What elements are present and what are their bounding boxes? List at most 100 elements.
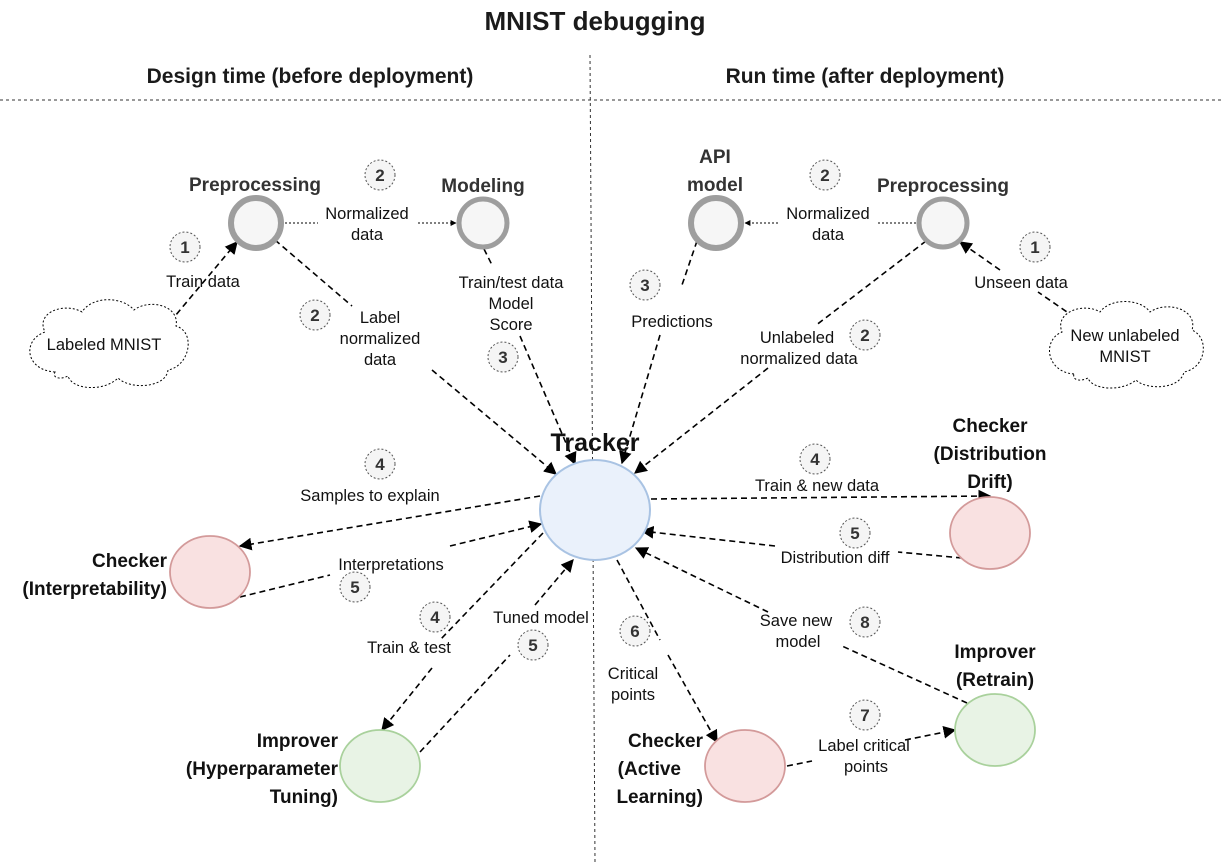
tracker-node — [539, 459, 651, 561]
step-badge: 4 — [799, 443, 831, 475]
edge-unseen-a — [1037, 291, 1084, 324]
checker-interpretability-label-line1: Checker — [92, 551, 168, 572]
step-badge: 1 — [1019, 231, 1051, 263]
save-new-model-line2: model — [776, 633, 821, 651]
unlabeled-normalized-line1: Unlabeled — [760, 329, 834, 347]
api-model-label-line1: API — [699, 147, 731, 168]
step-badge-text: 5 — [528, 636, 537, 655]
edge-unseen-b — [958, 241, 1001, 271]
step-badge: 3 — [487, 341, 519, 373]
step-badge-text: 7 — [860, 706, 869, 725]
checker-interpretability-node — [169, 535, 251, 609]
edge-distribution-diff-a — [897, 551, 963, 559]
cloud-labeled-mnist — [29, 299, 189, 389]
step-badge: 6 — [619, 615, 651, 647]
edge-train-test-a — [483, 248, 493, 266]
train-test-model-score-line3: Score — [489, 316, 532, 334]
cloud-new-unlabeled-mnist — [1049, 301, 1204, 389]
step-badge: 2 — [299, 299, 331, 331]
checker-active-learning-node — [704, 729, 786, 803]
step-badge-text: 2 — [375, 166, 384, 185]
critical-points-label-line1: Critical — [608, 665, 658, 683]
design-preprocessing-node — [228, 195, 284, 251]
step-badge-text: 5 — [350, 578, 359, 597]
train-and-test-label: Train & test — [367, 639, 451, 657]
step-badge: 2 — [849, 319, 881, 351]
step-badge-text: 1 — [1030, 238, 1039, 257]
improver-hyperparameter-label-line2: (Hyperparameter — [186, 759, 339, 780]
step-badge: 1 — [169, 231, 201, 263]
improver-hyperparameter-label-line3: Tuning) — [270, 787, 338, 808]
label-critical-points-line1: Label critical — [818, 737, 910, 755]
edge-tuned-model-a — [419, 654, 511, 753]
labeled-mnist-label: Labeled MNIST — [47, 336, 162, 354]
label-normalized-line3: data — [364, 351, 397, 369]
step-badge: 5 — [839, 517, 871, 549]
train-new-data-label: Train & new data — [755, 477, 880, 495]
edge-label-critical-b — [904, 725, 957, 741]
edge-train-and-test-b — [381, 667, 433, 731]
checker-drift-label-line3: Drift) — [967, 472, 1012, 493]
label-normalized-line1: Label — [360, 309, 400, 327]
edge-save-new-model-b — [634, 547, 769, 613]
predictions-label: Predictions — [631, 313, 713, 331]
train-data-label: Train data — [166, 273, 241, 291]
interpretations-label: Interpretations — [338, 556, 443, 574]
step-badge-text: 1 — [180, 238, 189, 257]
edge-predictions-b — [619, 334, 661, 465]
train-test-model-score-line2: Model — [489, 295, 534, 313]
step-badge: 7 — [849, 699, 881, 731]
section-design-time: Design time (before deployment) — [147, 65, 474, 88]
new-unlabeled-mnist-label-line2: MNIST — [1099, 348, 1150, 366]
checker-drift-label-line1: Checker — [953, 416, 1029, 437]
step-badge-text: 3 — [498, 348, 507, 367]
step-badge-text: 8 — [860, 613, 869, 632]
edge-critical-points-b — [667, 654, 718, 744]
design-preprocessing-label: Preprocessing — [189, 175, 321, 196]
modeling-node — [456, 196, 510, 250]
step-badge-text: 4 — [810, 450, 820, 469]
step-badge: 3 — [629, 269, 661, 301]
improver-hyperparameter-label-line1: Improver — [257, 731, 339, 752]
improver-retrain-label-line2: (Retrain) — [956, 670, 1034, 691]
new-unlabeled-mnist-label-line1: New unlabeled — [1070, 327, 1179, 345]
run-preprocessing-node — [916, 196, 970, 250]
train-test-model-score-line1: Train/test data — [459, 274, 565, 292]
distribution-diff-label: Distribution diff — [781, 549, 890, 567]
edge-interpretations-a — [239, 574, 331, 598]
critical-points-label-line2: points — [611, 686, 655, 704]
label-normalized-line2: normalized — [340, 330, 421, 348]
step-badge-text: 4 — [375, 455, 385, 474]
step-badge: 5 — [339, 571, 371, 603]
tracker-label: Tracker — [551, 429, 640, 457]
improver-retrain-node — [954, 693, 1036, 767]
edge-distribution-diff-b — [640, 525, 776, 547]
edge-samples-to-explain — [238, 495, 541, 551]
step-badge-text: 3 — [640, 276, 649, 295]
edge-critical-points-a — [616, 559, 661, 641]
checker-drift-label-line2: (Distribution — [934, 444, 1047, 465]
step-badge: 2 — [364, 159, 396, 191]
modeling-label: Modeling — [441, 176, 524, 197]
step-badge: 2 — [809, 159, 841, 191]
step-badge: 5 — [517, 629, 549, 661]
samples-to-explain-label: Samples to explain — [300, 487, 439, 505]
normalized-run-label-line1: Normalized — [786, 205, 869, 223]
step-badge-text: 4 — [430, 608, 440, 627]
step-badge: 4 — [364, 448, 396, 480]
edge-train-and-test-a — [439, 532, 544, 641]
step-badge-text: 2 — [820, 166, 829, 185]
api-model-node — [688, 195, 744, 251]
run-preprocessing-label: Preprocessing — [877, 176, 1009, 197]
tuned-model-label: Tuned model — [493, 609, 589, 627]
phase-divider — [589, 54, 596, 863]
save-new-model-line1: Save new — [760, 612, 833, 630]
normalized-design-label-line1: Normalized — [325, 205, 408, 223]
edge-unlabeled-b — [633, 367, 769, 474]
unlabeled-normalized-line2: normalized data — [740, 350, 858, 368]
edge-label-critical-a — [786, 760, 813, 767]
step-badge-text: 6 — [630, 622, 639, 641]
step-badge: 8 — [849, 606, 881, 638]
checker-active-learning-label-line2: (Active — [618, 759, 681, 780]
